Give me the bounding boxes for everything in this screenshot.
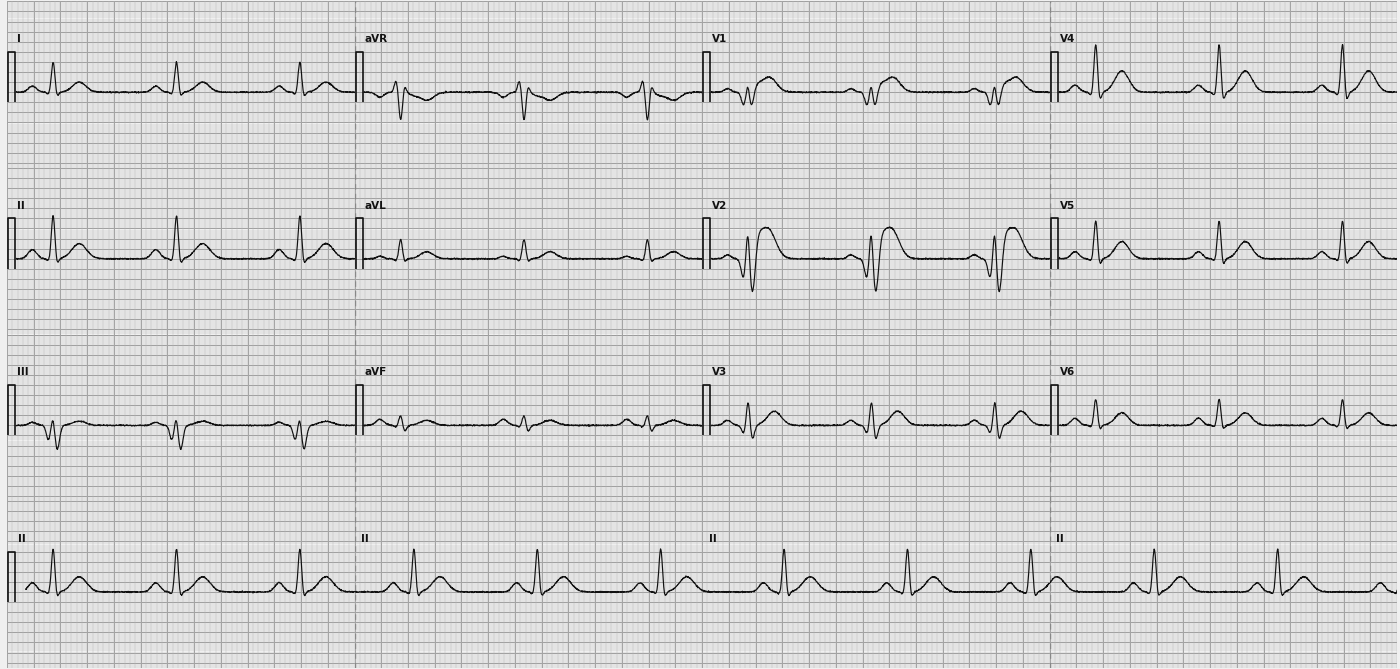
Text: V1: V1 bbox=[713, 34, 728, 44]
Text: II: II bbox=[18, 534, 25, 544]
Text: V6: V6 bbox=[1060, 367, 1075, 377]
Text: V3: V3 bbox=[713, 367, 728, 377]
Text: II: II bbox=[361, 534, 370, 544]
Text: II: II bbox=[708, 534, 717, 544]
Text: aVR: aVR bbox=[364, 34, 388, 44]
Text: III: III bbox=[17, 367, 28, 377]
Text: II: II bbox=[17, 201, 25, 211]
Text: V5: V5 bbox=[1060, 201, 1075, 211]
Text: II: II bbox=[1057, 534, 1064, 544]
Text: aVF: aVF bbox=[364, 367, 386, 377]
Text: aVL: aVL bbox=[364, 201, 386, 211]
Text: I: I bbox=[17, 34, 21, 44]
Text: V4: V4 bbox=[1060, 34, 1075, 44]
Text: V2: V2 bbox=[713, 201, 728, 211]
